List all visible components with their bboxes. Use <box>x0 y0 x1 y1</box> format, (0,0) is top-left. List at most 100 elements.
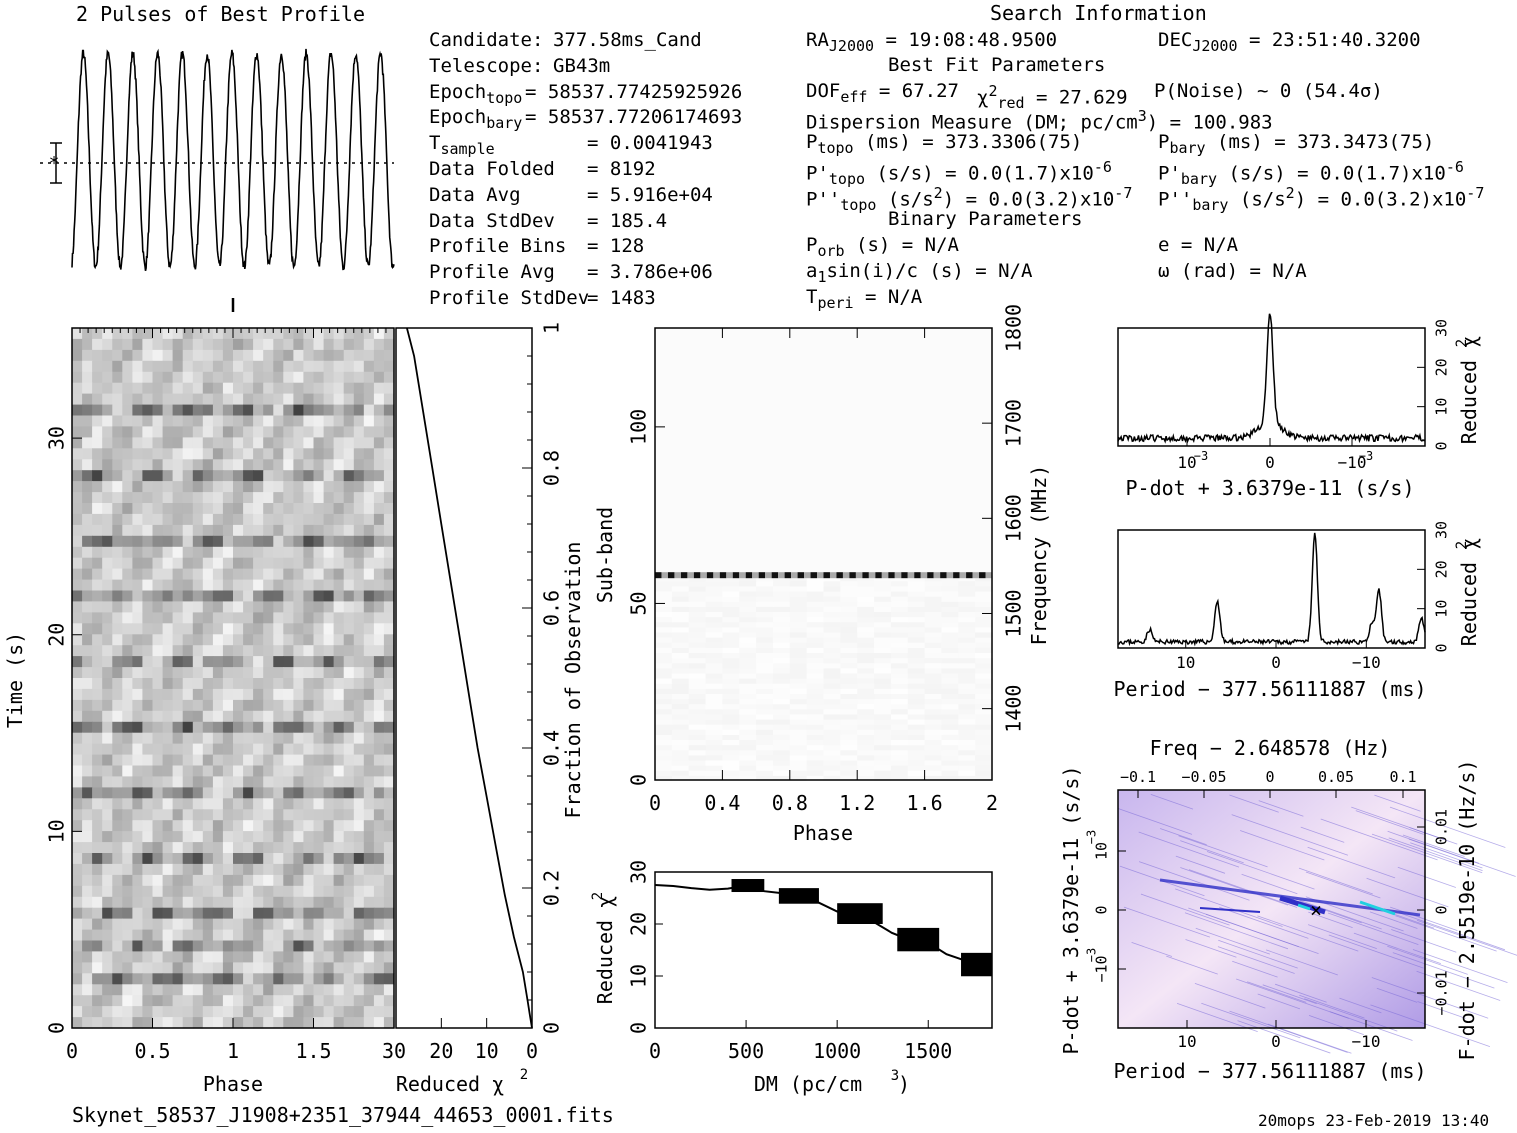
heat-cell <box>92 798 103 810</box>
heat-cell <box>373 831 385 843</box>
heat-cell <box>102 667 113 679</box>
heat-cell <box>343 732 355 745</box>
heat-cell <box>182 415 194 427</box>
noise-cell <box>671 600 690 607</box>
noise-cell <box>739 595 758 602</box>
noise-cell <box>722 703 741 710</box>
heat-cell <box>333 929 345 942</box>
heat-cell <box>82 1017 93 1029</box>
noise-cell <box>874 728 892 735</box>
heat-cell <box>82 513 93 526</box>
heat-cell <box>343 809 355 821</box>
noise-cell <box>756 662 774 669</box>
heat-cell <box>263 459 274 471</box>
heat-cell <box>373 393 385 406</box>
heat-cell <box>323 667 335 679</box>
heat-cell <box>233 513 244 526</box>
noise-cell <box>688 754 707 761</box>
heat-cell <box>343 951 355 963</box>
heat-cell <box>172 448 184 460</box>
heat-cell <box>82 546 93 559</box>
heat-cell <box>343 765 355 777</box>
heat-cell <box>343 678 355 690</box>
search-info-title: Search Information <box>990 1 1207 25</box>
heat-cell <box>192 951 204 963</box>
heat-cell <box>142 623 154 635</box>
heat-cell <box>373 853 385 865</box>
heat-cell <box>82 360 93 373</box>
noise-cell <box>671 764 690 771</box>
heat-cell <box>102 688 113 701</box>
heat-cell <box>253 918 264 931</box>
heat-cell <box>112 831 123 843</box>
heat-cell <box>323 765 335 777</box>
noise-cell <box>789 677 808 684</box>
heat-cell <box>72 984 83 996</box>
y2-tick-label: 1400 <box>1002 685 1026 733</box>
heat-cell <box>132 907 144 920</box>
heat-cell <box>142 492 154 504</box>
noise-cell <box>941 749 960 756</box>
heat-cell <box>313 546 325 559</box>
noise-cell <box>857 713 876 720</box>
noise-cell <box>857 641 876 648</box>
heat-cell <box>202 918 214 931</box>
noise-cell <box>722 734 741 741</box>
x-tick-label: 0.8 <box>772 791 808 815</box>
heat-cell <box>283 328 294 340</box>
noise-cell <box>705 754 724 761</box>
heat-cell <box>333 415 345 427</box>
heat-cell <box>323 448 335 460</box>
heat-cell <box>142 481 154 493</box>
heat-cell <box>72 393 83 406</box>
bright-band-dash <box>862 572 869 579</box>
heat-cell <box>82 896 93 909</box>
noise-cell <box>840 769 859 776</box>
heat-cell <box>212 842 224 854</box>
heat-cell <box>112 590 123 602</box>
heat-cell <box>132 995 144 1007</box>
heat-cell <box>313 973 325 985</box>
heat-cell <box>263 929 274 942</box>
noise-cell <box>806 749 825 756</box>
heat-cell <box>102 546 113 559</box>
heat-cell <box>82 984 93 996</box>
heat-cell <box>162 524 174 537</box>
y-axis-label: Fraction of Observation <box>561 542 585 819</box>
noise-cell <box>772 759 791 766</box>
heat-cell <box>102 623 113 635</box>
x-tick-label: 0 <box>66 1039 78 1063</box>
heat-cell <box>343 338 355 351</box>
heat-cell <box>102 634 113 646</box>
heat-cell <box>253 459 264 471</box>
heat-cell <box>102 732 113 745</box>
heat-cell <box>112 415 123 427</box>
noise-cell <box>671 611 690 618</box>
y-tick-label: 30 <box>627 860 651 884</box>
heat-cell <box>132 546 144 559</box>
heat-cell <box>273 426 284 438</box>
heat-cell <box>313 448 325 460</box>
heat-cell <box>162 984 174 996</box>
heat-cell <box>293 513 305 526</box>
heat-cell <box>383 524 395 537</box>
bright-band-dash <box>940 572 947 579</box>
heat-cell <box>192 557 204 570</box>
info-left-value: GB43m <box>553 54 611 77</box>
noise-cell <box>671 739 690 746</box>
noise-cell <box>840 626 859 633</box>
heat-cell <box>132 896 144 909</box>
heat-cell <box>182 459 194 471</box>
heat-cell <box>343 710 355 723</box>
noise-cell <box>806 718 825 725</box>
heat-cell <box>293 699 305 712</box>
heat-cell <box>243 590 254 602</box>
heat-cell <box>293 470 305 482</box>
heat-cell <box>253 393 264 406</box>
noise-cell <box>772 657 791 664</box>
heat-cell <box>162 863 174 876</box>
noise-cell <box>722 621 741 628</box>
heat-cell <box>152 776 164 788</box>
heat-cell <box>102 557 113 570</box>
